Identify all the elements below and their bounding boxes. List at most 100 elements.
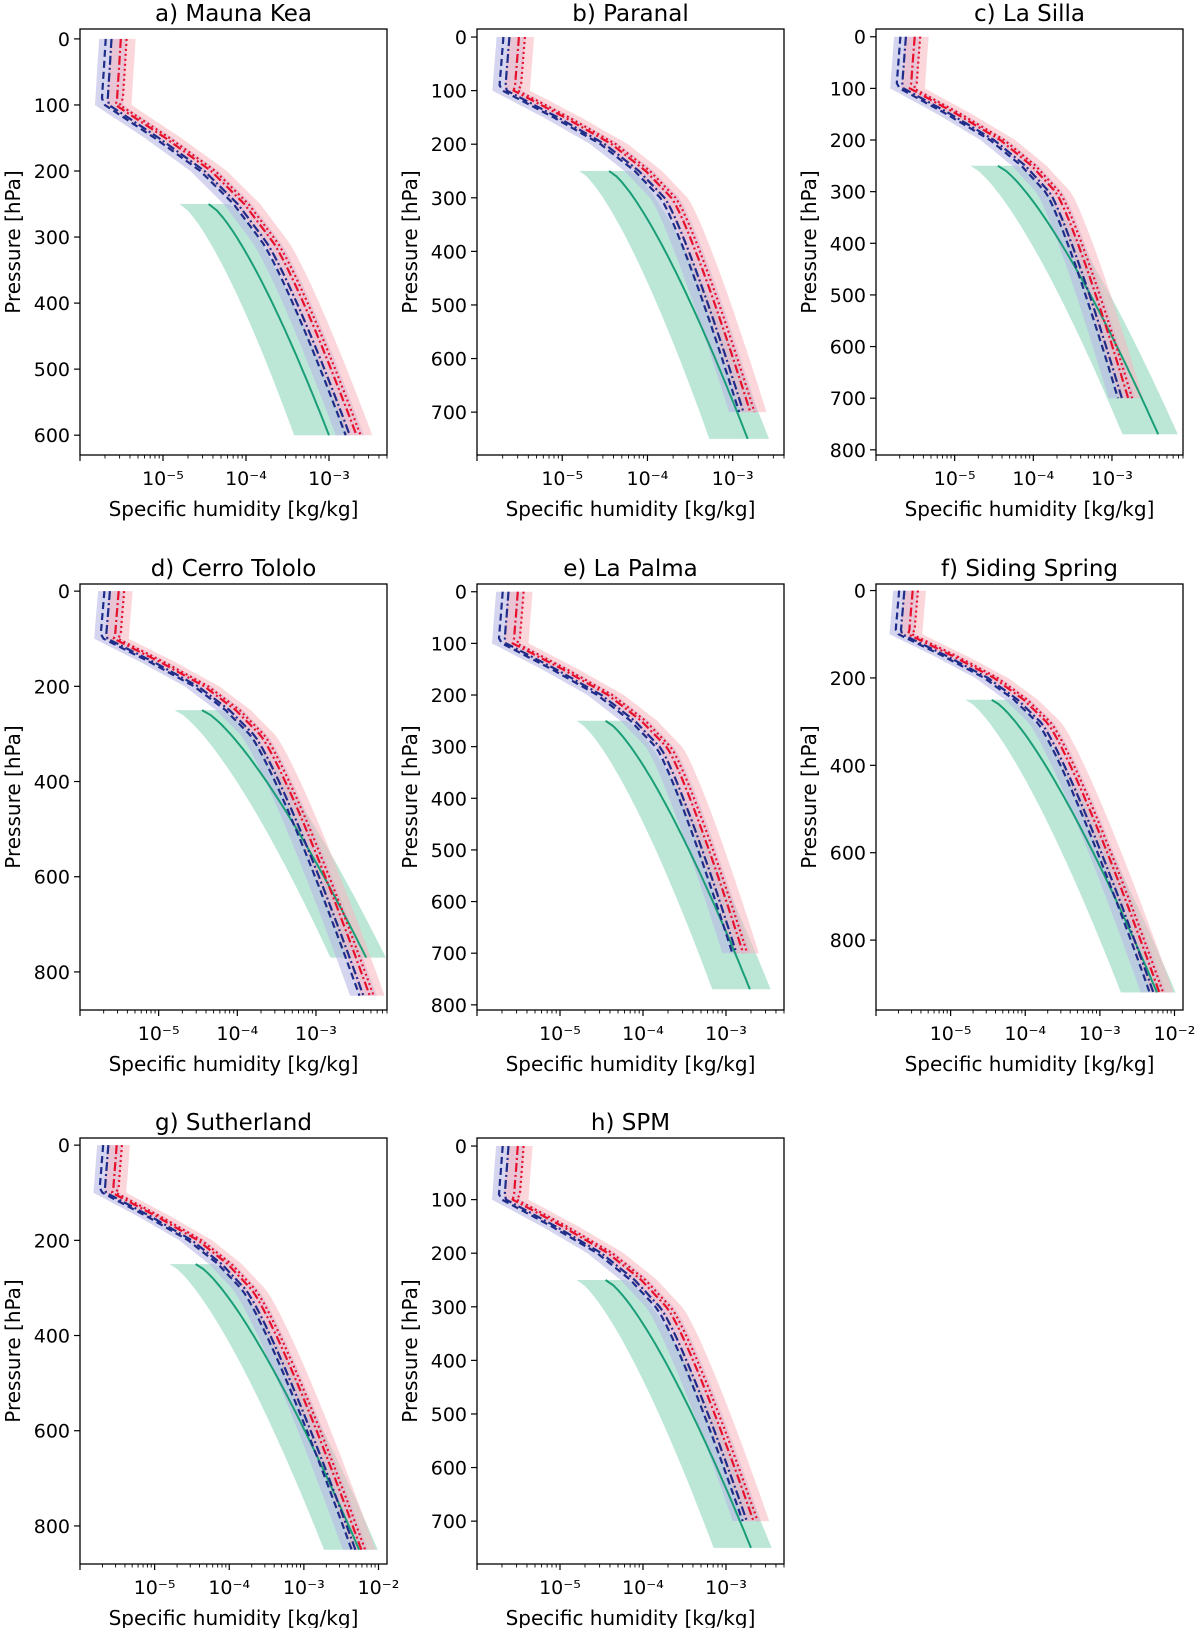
y-tick-label: 300: [431, 188, 467, 210]
axes-frame: [79, 1137, 388, 1565]
plot-area: [889, 590, 1176, 993]
plot-area: [491, 591, 771, 990]
y-tick-label: 0: [455, 27, 467, 49]
y-tick-label: 700: [431, 943, 467, 965]
y-tick-label: 200: [431, 1243, 467, 1265]
y-axis-label: Pressure [hPa]: [398, 170, 422, 313]
y-tick-label: 100: [431, 81, 467, 103]
model-line-dashdot: [106, 38, 351, 436]
y-tick-label: 0: [58, 29, 70, 51]
y-tick-label: 200: [830, 130, 866, 152]
y-tick-label: 600: [34, 867, 70, 889]
y-tick-label: 200: [34, 161, 70, 183]
y-tick-label: 500: [830, 285, 866, 307]
panel-5: e) La Palma 0 100 200 300 400 500 600 700 800 10⁻⁵…: [398, 556, 785, 1076]
y-tick-label: 400: [830, 755, 866, 777]
model-line-dashdot: [899, 590, 1155, 993]
model-line-dashed: [895, 36, 1120, 399]
x-axis-label: Specific humidity [kg/kg]: [905, 1052, 1155, 1076]
model-line-red-dashdot: [512, 36, 752, 413]
x-tick-label: 10⁻⁴: [1012, 468, 1054, 490]
y-tick-label: 600: [431, 349, 467, 371]
panel-1: a) Mauna Kea 0 100 200 300 400 500 600 10⁻⁵ 10⁻⁴ 1…: [1, 1, 388, 521]
y-tick-label: 0: [854, 27, 866, 49]
model-line-red-dashdot: [110, 1145, 363, 1551]
y-tick-label: 600: [34, 425, 70, 447]
panel-4: d) Cerro Tololo 0 200 400 600 800 10⁻⁵ 10⁻⁴ 10⁻³…: [1, 556, 388, 1076]
model-line-dashdot: [503, 591, 738, 954]
plot-area: [94, 591, 386, 997]
y-axis-label: Pressure [hPa]: [398, 1279, 422, 1422]
x-tick-label: 10⁻⁵: [539, 1023, 581, 1045]
model-line-dashdot: [503, 1145, 748, 1522]
y-tick-label: 100: [431, 633, 467, 655]
panel-title: h) SPM: [591, 1110, 670, 1136]
x-tick-label: 10⁻³: [712, 468, 754, 490]
y-tick-label: 800: [830, 930, 866, 952]
y-tick-label: 300: [431, 1297, 467, 1319]
y-tick-label: 600: [431, 1458, 467, 1480]
x-tick-label: 10⁻³: [283, 1577, 325, 1599]
x-axis-label: Specific humidity [kg/kg]: [109, 1606, 359, 1628]
panel-title: c) La Silla: [974, 1, 1085, 27]
obs-mean-line: [608, 170, 749, 440]
x-tick-label: 10⁻⁵: [541, 468, 583, 490]
x-tick-label: 10⁻³: [705, 1023, 747, 1045]
panel-title: a) Mauna Kea: [155, 1, 312, 27]
x-tick-label: 10⁻⁵: [138, 1023, 180, 1045]
model-b-range-band: [504, 37, 767, 413]
panel-2: b) Paranal 0 100 200 300 400 500 600 700 10⁻⁵ 10⁻⁴…: [398, 1, 785, 521]
y-axis-label: Pressure [hPa]: [1, 725, 25, 868]
model-line-red-dashdot: [112, 591, 371, 997]
axes-frame: [875, 583, 1184, 1011]
panel-title: e) La Palma: [563, 556, 697, 582]
y-tick-label: 400: [431, 241, 467, 263]
y-tick-label: 400: [431, 788, 467, 810]
model-line-dashdot: [901, 36, 1123, 399]
y-tick-label: 200: [34, 1230, 70, 1252]
panel-7: g) Sutherland 0 200 400 600 800 10⁻⁵ 10⁻⁴ 10⁻³ 10…: [1, 1110, 399, 1628]
model-b-range-band: [901, 36, 1144, 399]
y-axis-label: Pressure [hPa]: [398, 725, 422, 868]
model-line-red-dashdot: [511, 1145, 755, 1522]
model-line-dashed: [498, 36, 741, 413]
y-axis-label: Pressure [hPa]: [1, 1279, 25, 1422]
x-tick-label: 10⁻⁴: [225, 468, 267, 490]
x-tick-label: 10⁻⁴: [216, 1023, 258, 1045]
model-line-red-dotted: [515, 591, 749, 954]
x-tick-label: 10⁻³: [308, 468, 350, 490]
model-line-dashdot: [105, 591, 365, 997]
plot-area: [890, 36, 1178, 435]
x-tick-label: 10⁻⁴: [627, 468, 669, 490]
obs-mean-line: [207, 203, 330, 436]
x-axis-label: Specific humidity [kg/kg]: [109, 497, 359, 521]
y-tick-label: 400: [431, 1350, 467, 1372]
model-line-red-dotted: [516, 36, 756, 413]
y-tick-label: 400: [34, 1326, 70, 1348]
obs-mean-line: [605, 719, 751, 990]
y-axis-label: Pressure [hPa]: [797, 170, 821, 313]
panel-title: g) Sutherland: [155, 1110, 312, 1136]
y-tick-label: 400: [34, 293, 70, 315]
y-tick-label: 700: [431, 1511, 467, 1533]
model-line-red-dotted: [912, 36, 1134, 399]
x-tick-label: 10⁻⁴: [622, 1023, 664, 1045]
x-tick-label: 10⁻³: [705, 1577, 747, 1599]
x-tick-label: 10⁻³: [1079, 1023, 1121, 1045]
y-tick-label: 600: [431, 892, 467, 914]
x-tick-label: 10⁻⁴: [208, 1577, 250, 1599]
x-tick-label: 10⁻⁵: [134, 1577, 176, 1599]
model-line-dashed: [99, 591, 361, 997]
y-tick-label: 0: [854, 581, 866, 603]
y-tick-label: 200: [431, 685, 467, 707]
y-tick-label: 800: [830, 440, 866, 462]
obs-mean-line: [201, 709, 368, 959]
x-tick-label: 10⁻³: [295, 1023, 337, 1045]
model-line-red-dotted: [114, 1145, 367, 1551]
model-line-dashed: [497, 1145, 744, 1522]
panel-title: f) Siding Spring: [941, 556, 1118, 582]
y-tick-label: 200: [830, 668, 866, 690]
y-tick-label: 800: [34, 1516, 70, 1538]
y-tick-label: 0: [58, 1135, 70, 1157]
y-tick-label: 500: [431, 295, 467, 317]
